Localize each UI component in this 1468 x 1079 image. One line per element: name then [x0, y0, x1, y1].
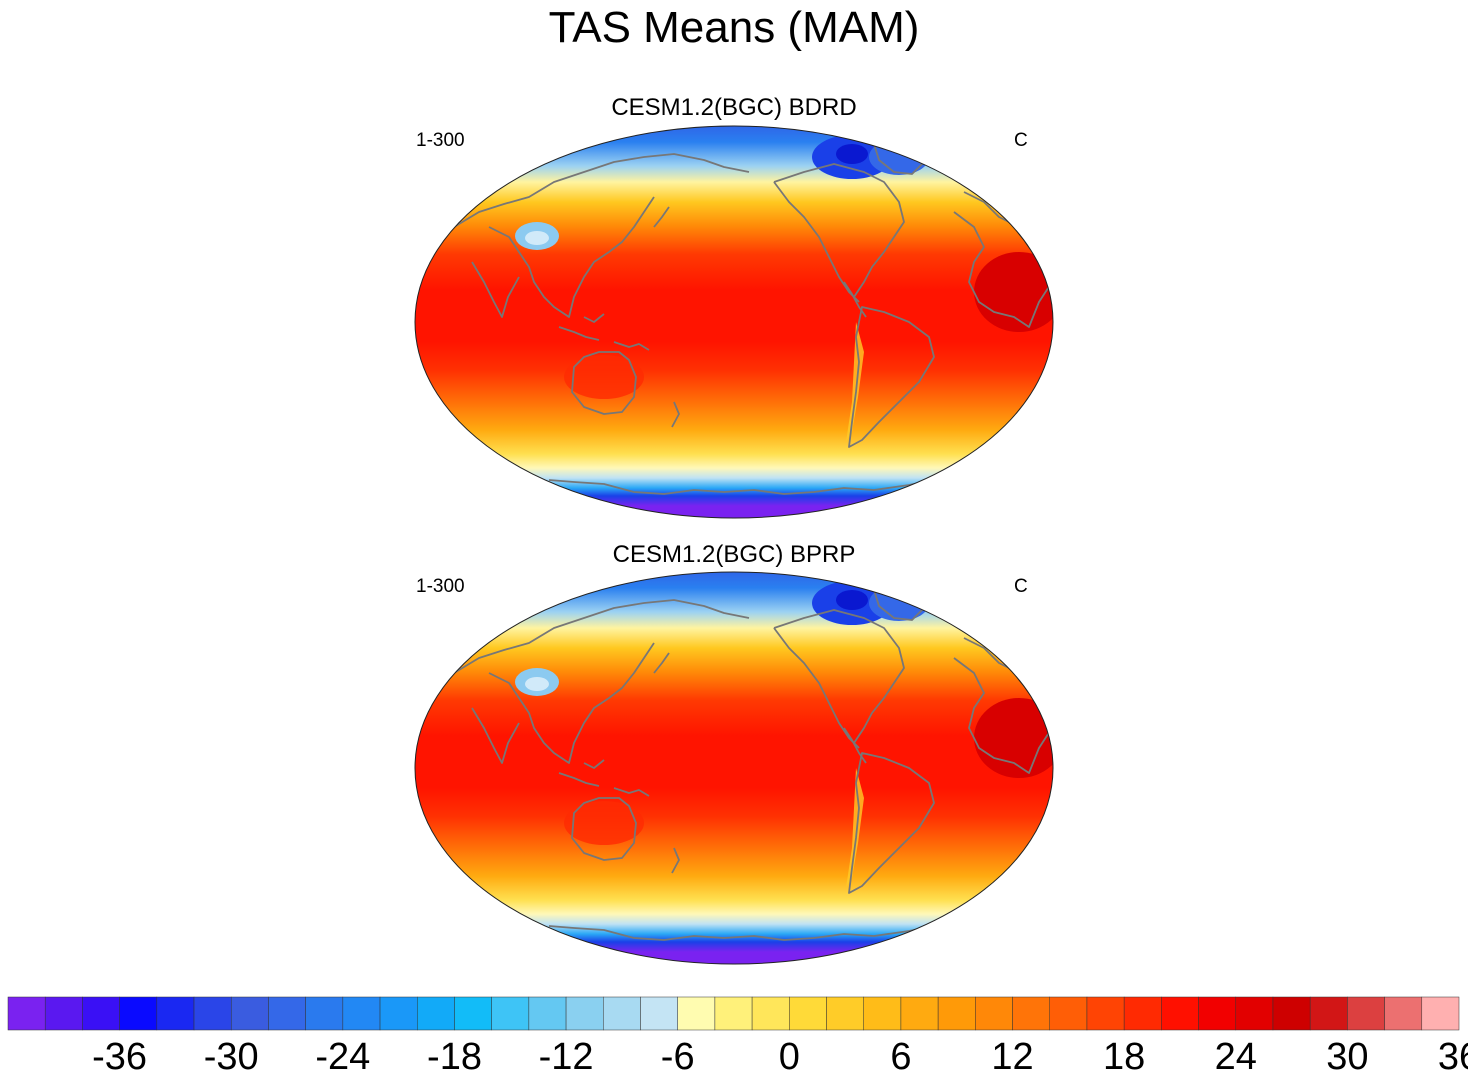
- colorbar-box: [863, 996, 902, 1031]
- colorbar-box: [937, 996, 976, 1031]
- panel-1-right-label: C: [1014, 130, 1028, 151]
- colorbar-box: [1384, 996, 1423, 1031]
- maps-canvas: [414, 125, 1054, 965]
- colorbar-box: [1347, 996, 1385, 1031]
- colorbar-tick-label: 6: [890, 1036, 912, 1078]
- colorbar-tick-label: -12: [538, 1036, 594, 1078]
- panel-1-map-border: [414, 125, 1054, 519]
- colorbar-tick-label: 0: [778, 1036, 800, 1078]
- colorbar-tick-label: 36: [1437, 1036, 1468, 1078]
- panel-1-left-label: 1-300: [416, 130, 465, 151]
- panel-1-title: CESM1.2(BGC) BDRD: [611, 94, 857, 121]
- colorbar-box: [491, 996, 530, 1031]
- colorbar-box: [1123, 996, 1162, 1031]
- colorbar-box: [44, 996, 83, 1031]
- colorbar-box: [1272, 996, 1311, 1031]
- colorbar-box: [1012, 996, 1050, 1031]
- colorbar-box: [156, 996, 195, 1031]
- colorbar-box: [1235, 996, 1274, 1031]
- colorbar-tick-label: 18: [1103, 1036, 1146, 1078]
- colorbar-box: [1421, 996, 1460, 1031]
- colorbar-box: [789, 996, 827, 1031]
- colorbar-box: [1161, 996, 1199, 1031]
- colorbar-box: [714, 996, 753, 1031]
- colorbar-box: [640, 996, 678, 1031]
- colorbar-box: [528, 996, 567, 1031]
- colorbar-tick-label: 24: [1214, 1036, 1257, 1078]
- colorbar-box: [975, 996, 1013, 1031]
- colorbar-tick-label: -6: [660, 1036, 695, 1078]
- colorbar-box: [417, 996, 455, 1031]
- panel-1-map: [415, 126, 1053, 518]
- colorbar-box: [826, 996, 864, 1031]
- panel-2-title: CESM1.2(BGC) BPRP: [612, 541, 856, 568]
- colorbar-box: [454, 996, 492, 1031]
- colorbar-box: [230, 996, 269, 1031]
- colorbar-box: [268, 996, 306, 1031]
- colorbar-box: [677, 996, 716, 1031]
- colorbar-box: [751, 996, 790, 1031]
- colorbar-tick-label: -24: [315, 1036, 371, 1078]
- colorbar-box: [342, 996, 381, 1031]
- figure-title: TAS Means (MAM): [548, 3, 920, 52]
- colorbar-tick-label: -30: [203, 1036, 259, 1078]
- colorbar-box: [305, 996, 344, 1031]
- colorbar-box: [1086, 996, 1125, 1031]
- colorbar-box: [82, 996, 120, 1031]
- panel-2-left-label: 1-300: [416, 576, 465, 597]
- panel-2-right-label: C: [1014, 576, 1028, 597]
- colorbar-box: [119, 996, 158, 1031]
- colorbar-box: [565, 996, 604, 1031]
- panel-2-map: [415, 572, 1053, 964]
- panel-2-map-border: [414, 571, 1054, 965]
- colorbar-box: [1309, 996, 1348, 1031]
- colorbar: [7, 996, 1460, 1031]
- colorbar-box: [1198, 996, 1237, 1031]
- colorbar-box: [379, 996, 418, 1031]
- colorbar-box: [603, 996, 641, 1031]
- colorbar-box: [900, 996, 939, 1031]
- colorbar-tick-label: 30: [1326, 1036, 1369, 1078]
- colorbar-box: [1049, 996, 1088, 1031]
- colorbar-tick-label: 12: [991, 1036, 1034, 1078]
- colorbar-box: [193, 996, 232, 1031]
- colorbar-box: [7, 996, 46, 1031]
- colorbar-tick-label: -18: [427, 1036, 482, 1078]
- colorbar-tick-label: -36: [92, 1036, 148, 1078]
